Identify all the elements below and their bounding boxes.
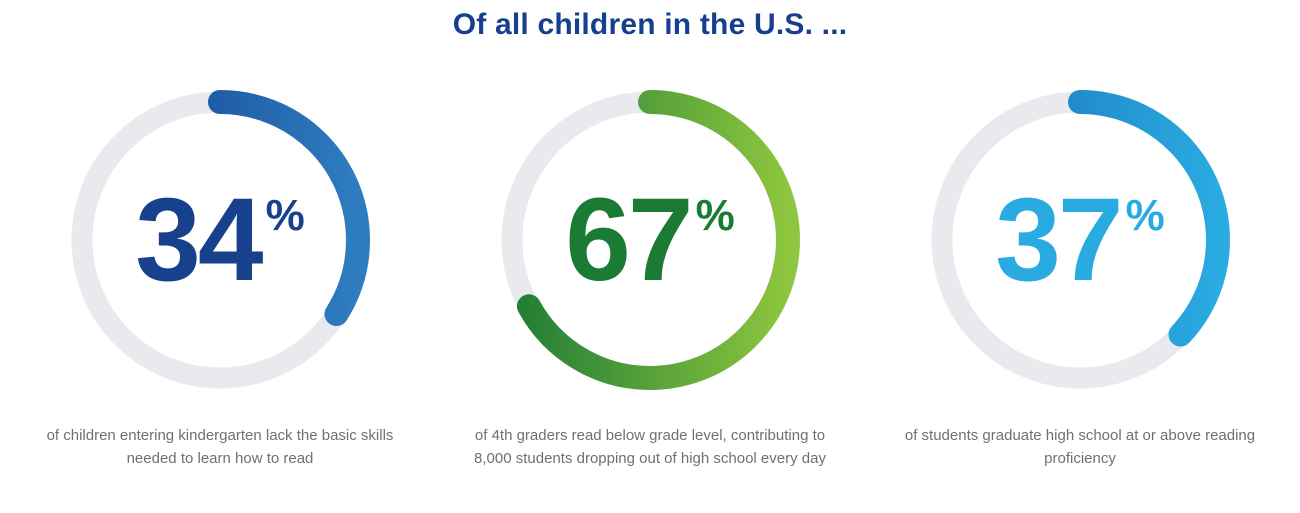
- stat-card-fourth-graders: 67 % of 4th graders read below grade lev…: [440, 90, 860, 471]
- stat-number: 34: [135, 174, 263, 306]
- stat-caption: of children entering kindergarten lack t…: [46, 427, 394, 468]
- stat-value: 37 %: [930, 90, 1230, 390]
- donut-chart-graduates: 37 %: [930, 90, 1230, 390]
- progress-ring-svg: [70, 90, 370, 390]
- stat-value: 67 %: [500, 90, 800, 390]
- percent-sign: %: [695, 191, 735, 240]
- stat-card-kindergarten: 34 % of children entering kindergarten l…: [10, 90, 430, 471]
- progress-ring-svg: [930, 90, 1230, 390]
- stat-number: 37: [995, 174, 1123, 306]
- stat-number: 67: [565, 174, 693, 306]
- progress-ring-svg: [500, 90, 800, 390]
- stat-caption: of students graduate high school at or a…: [904, 427, 1256, 468]
- ring-progress-arc: [500, 90, 800, 390]
- stat-caption: of 4th graders read below grade level, c…: [474, 427, 826, 468]
- stat-card-graduates: 37 % of students graduate high school at…: [870, 90, 1290, 471]
- percent-sign: %: [265, 191, 305, 240]
- page-title: Of all children in the U.S. ...: [452, 8, 848, 41]
- percent-sign: %: [1125, 191, 1165, 240]
- ring-progress-arc: [930, 90, 1230, 390]
- stats-row: 34 % of children entering kindergarten l…: [0, 90, 1300, 471]
- stat-value: 34 %: [70, 90, 370, 390]
- donut-chart-kindergarten: 34 %: [70, 90, 370, 390]
- ring-progress-arc: [70, 90, 370, 390]
- donut-chart-fourth-graders: 67 %: [500, 90, 800, 390]
